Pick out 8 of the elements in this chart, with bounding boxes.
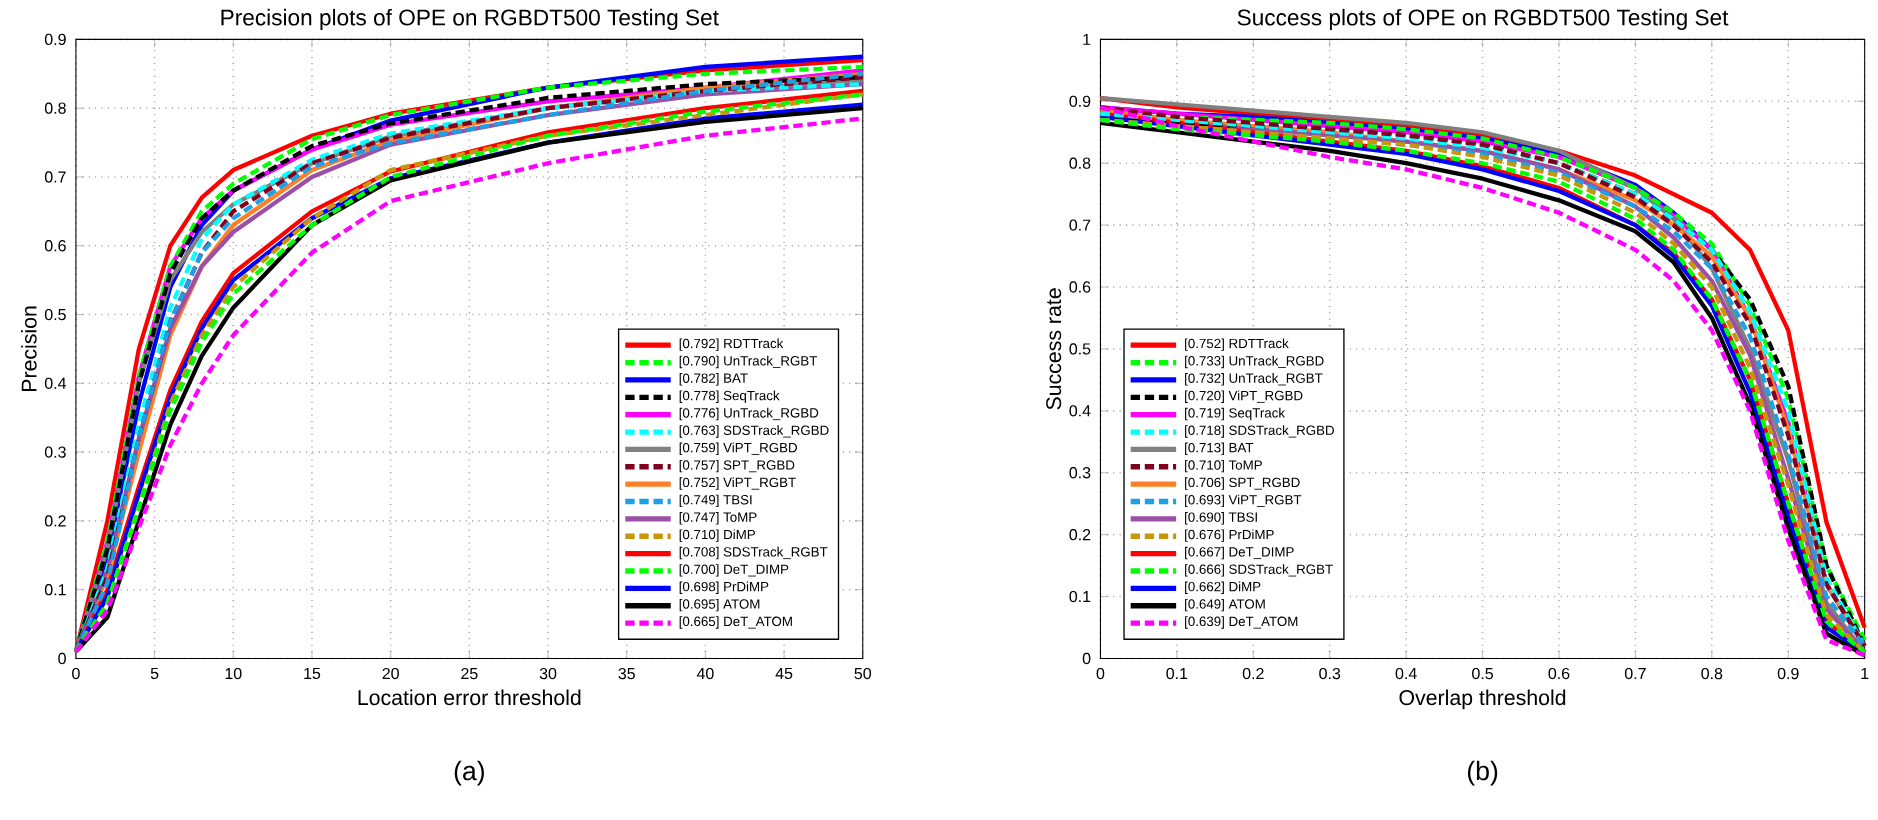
text: (b): [1467, 760, 1498, 786]
chart-title: Precision plots of OPE on RGBDT500 Testing Set: [221, 8, 719, 30]
text: (a): [454, 760, 484, 786]
y-axis-title: Precision: [21, 306, 37, 391]
x-axis-title: Overlap threshold: [1399, 689, 1566, 710]
y-axis-title: Success rate: [1046, 288, 1062, 410]
chart-title: Success plots of OPE on RGBDT500 Testing Set: [1237, 8, 1729, 30]
x-axis-title: Location error threshold: [358, 689, 581, 706]
